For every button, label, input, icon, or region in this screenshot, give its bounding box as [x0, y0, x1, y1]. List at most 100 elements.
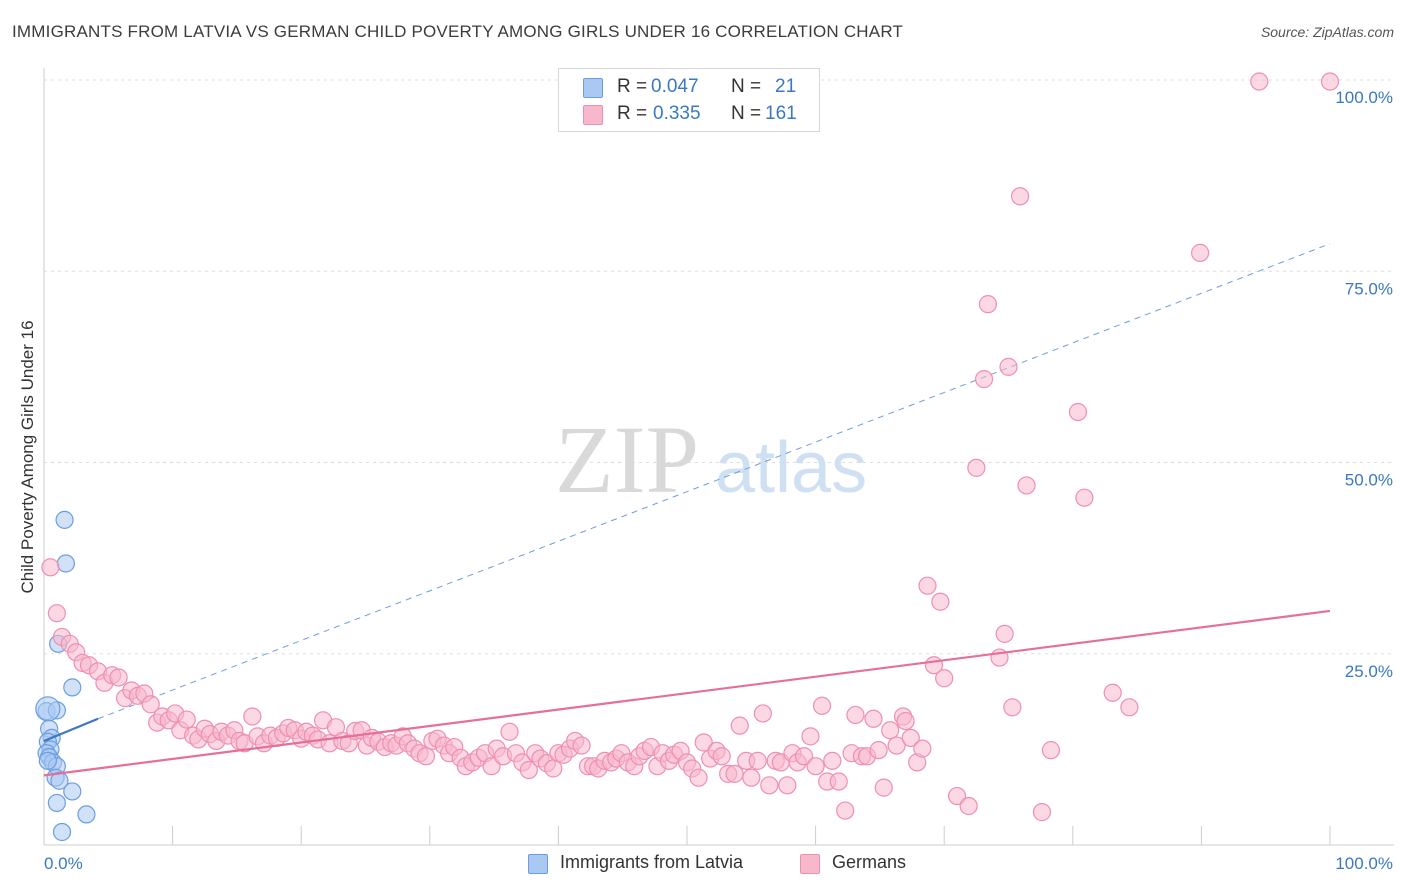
trend-lines — [97, 243, 1331, 720]
point-germans — [1068, 402, 1088, 422]
point-germans — [748, 751, 767, 770]
point-germans — [694, 733, 713, 752]
point-germans — [1191, 243, 1210, 262]
point-germans — [572, 736, 591, 755]
point-germans — [823, 751, 842, 770]
legend: R = 0.047 N = 21 R = 0.335 N = 161 — [558, 68, 820, 132]
grid-lines — [44, 79, 1394, 655]
point-germans — [47, 604, 66, 623]
bottom-legend-swatch-germans — [800, 854, 820, 874]
watermark-zip: ZIP — [555, 406, 699, 513]
point-germans — [778, 776, 797, 795]
point-germans — [887, 736, 906, 755]
point-germans — [901, 728, 920, 748]
point-germans — [869, 741, 888, 760]
point-germans — [482, 757, 501, 776]
x-tick-label: 0.0% — [44, 854, 83, 873]
bottom-legend-label-latvia: Immigrants from Latvia — [560, 852, 744, 872]
point-germans — [742, 768, 761, 787]
point-latvia — [56, 554, 75, 573]
data-points — [35, 72, 1340, 842]
point-germans — [959, 796, 978, 816]
point-germans — [41, 558, 60, 577]
point-latvia — [52, 822, 72, 842]
point-germans — [689, 768, 708, 787]
point-germans — [500, 722, 519, 741]
point-germans — [836, 801, 855, 820]
point-germans — [896, 711, 915, 731]
legend-swatch-latvia — [583, 78, 603, 98]
point-latvia — [50, 771, 69, 790]
point-germans — [801, 727, 820, 746]
point-germans — [829, 772, 848, 791]
point-germans — [243, 707, 262, 726]
point-germans — [806, 757, 825, 776]
x-tick-label: 100.0% — [1335, 854, 1393, 873]
legend-n-value: 21 — [775, 76, 797, 97]
y-tick-label: 50.0% — [1345, 471, 1393, 490]
point-germans — [967, 458, 986, 477]
point-germans — [874, 778, 893, 797]
point-germans — [712, 747, 731, 766]
point-germans — [846, 705, 865, 725]
point-germans — [1017, 476, 1036, 495]
point-germans — [1075, 488, 1094, 507]
point-germans — [416, 747, 436, 766]
bottom-legend-label-germans: Germans — [832, 852, 907, 872]
point-germans — [1320, 72, 1340, 91]
point-germans — [881, 721, 900, 740]
point-germans — [109, 668, 128, 687]
point-germans — [760, 776, 779, 795]
point-germans — [974, 370, 994, 389]
point-germans — [753, 704, 772, 723]
chart-title: IMMIGRANTS FROM LATVIA VS GERMAN CHILD P… — [12, 22, 904, 41]
legend-n-label: N = — [731, 103, 762, 124]
y-axis-label: Child Poverty Among Girls Under 16 — [18, 320, 37, 593]
source-label: Source: ZipAtlas.com — [1260, 24, 1394, 40]
y-tick-label: 25.0% — [1345, 662, 1393, 681]
point-germans — [918, 576, 937, 595]
point-latvia — [77, 805, 96, 824]
point-latvia — [35, 696, 61, 722]
point-germans — [1003, 698, 1022, 717]
y-tick-label: 100.0% — [1335, 88, 1393, 107]
point-latvia — [47, 793, 66, 813]
legend-n-label: N = — [731, 76, 762, 97]
point-germans — [1010, 187, 1030, 206]
legend-r-value: 0.047 — [651, 76, 699, 97]
point-germans — [947, 786, 967, 806]
point-germans — [999, 357, 1018, 376]
point-germans — [864, 709, 883, 728]
point-germans — [935, 669, 954, 688]
point-germans — [978, 295, 998, 314]
bottom-legend-swatch-latvia — [528, 854, 548, 874]
legend-r-value: 0.335 — [653, 103, 701, 124]
point-germans — [1250, 72, 1269, 91]
point-germans — [177, 710, 196, 729]
point-germans — [519, 760, 538, 780]
point-latvia — [55, 510, 74, 529]
legend-r-label: R = — [617, 76, 648, 97]
trend-line-germans — [43, 609, 1331, 777]
point-germans — [1032, 803, 1052, 822]
point-germans — [913, 739, 932, 758]
point-germans — [812, 696, 832, 715]
tick-labels: 25.0% 50.0% 75.0% 100.0% 0.0% 100.0% — [44, 88, 1393, 873]
legend-n-value: 161 — [765, 103, 797, 124]
point-germans — [730, 716, 749, 735]
point-germans — [794, 747, 814, 766]
point-germans — [931, 592, 950, 611]
legend-r-label: R = — [617, 103, 648, 124]
point-germans — [1041, 741, 1061, 760]
point-germans — [995, 624, 1014, 643]
point-latvia — [63, 782, 82, 801]
point-germans — [141, 695, 160, 714]
trend-extension-latvia — [97, 243, 1331, 720]
point-latvia — [38, 751, 57, 770]
point-germans — [1120, 698, 1139, 717]
point-latvia — [63, 678, 82, 697]
trend-line-latvia — [43, 717, 99, 742]
legend-swatch-germans — [583, 105, 603, 125]
watermark-atlas: atlas — [715, 428, 867, 508]
